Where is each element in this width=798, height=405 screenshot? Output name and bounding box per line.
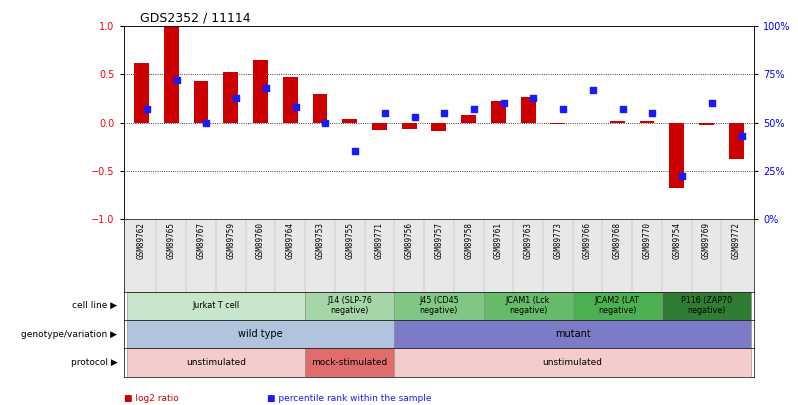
- Bar: [573, 292, 662, 320]
- Text: GSM89759: GSM89759: [227, 222, 235, 259]
- Text: GSM89766: GSM89766: [583, 222, 592, 259]
- Text: GSM89771: GSM89771: [375, 222, 384, 259]
- Point: [587, 87, 599, 93]
- Bar: [223, 72, 238, 122]
- Text: GSM89772: GSM89772: [732, 222, 741, 259]
- Bar: [127, 292, 305, 320]
- Text: JCAM2 (LAT
negative): JCAM2 (LAT negative): [595, 296, 640, 315]
- Text: GSM89770: GSM89770: [642, 222, 651, 259]
- Text: GSM89753: GSM89753: [315, 222, 325, 259]
- Text: ■ percentile rank within the sample: ■ percentile rank within the sample: [267, 394, 432, 403]
- Text: protocol ▶: protocol ▶: [71, 358, 117, 367]
- Bar: [729, 122, 744, 159]
- Text: GSM89768: GSM89768: [613, 222, 622, 259]
- Point: [646, 110, 659, 116]
- Point: [200, 119, 213, 126]
- Text: GSM89762: GSM89762: [137, 222, 146, 259]
- Text: GSM89757: GSM89757: [434, 222, 444, 259]
- Bar: [551, 122, 565, 124]
- Bar: [401, 122, 417, 129]
- Bar: [662, 292, 751, 320]
- Text: P116 (ZAP70
negative): P116 (ZAP70 negative): [681, 296, 732, 315]
- Bar: [305, 292, 394, 320]
- Text: wild type: wild type: [238, 329, 282, 339]
- Bar: [640, 121, 654, 122]
- Text: GSM89767: GSM89767: [196, 222, 206, 259]
- Text: cell line ▶: cell line ▶: [73, 301, 117, 310]
- Bar: [394, 348, 751, 377]
- Point: [497, 100, 510, 107]
- Point: [319, 119, 332, 126]
- Bar: [394, 292, 484, 320]
- Text: GDS2352 / 11114: GDS2352 / 11114: [140, 11, 251, 24]
- Text: GSM89773: GSM89773: [553, 222, 563, 259]
- Bar: [127, 320, 394, 348]
- Point: [557, 106, 570, 112]
- Text: ■ log2 ratio: ■ log2 ratio: [124, 394, 179, 403]
- Text: GSM89763: GSM89763: [523, 222, 532, 259]
- Text: GSM89769: GSM89769: [702, 222, 711, 259]
- Point: [616, 106, 629, 112]
- Point: [468, 106, 480, 112]
- Text: GSM89758: GSM89758: [464, 222, 473, 259]
- Bar: [127, 348, 305, 377]
- Point: [170, 77, 183, 83]
- Bar: [342, 119, 358, 122]
- Bar: [484, 292, 573, 320]
- Text: GSM89765: GSM89765: [167, 222, 176, 259]
- Text: genotype/variation ▶: genotype/variation ▶: [22, 330, 117, 339]
- Bar: [610, 121, 625, 122]
- Text: GSM89760: GSM89760: [256, 222, 265, 259]
- Point: [349, 148, 361, 155]
- Point: [259, 85, 272, 91]
- Point: [408, 113, 421, 120]
- Text: unstimulated: unstimulated: [543, 358, 602, 367]
- Text: mutant: mutant: [555, 329, 591, 339]
- Text: J45 (CD45
negative): J45 (CD45 negative): [419, 296, 459, 315]
- Text: J14 (SLP-76
negative): J14 (SLP-76 negative): [327, 296, 372, 315]
- Point: [438, 110, 451, 116]
- Bar: [134, 63, 149, 122]
- Bar: [313, 94, 327, 122]
- Point: [140, 106, 153, 112]
- Text: JCAM1 (Lck
negative): JCAM1 (Lck negative): [506, 296, 551, 315]
- Text: GSM89761: GSM89761: [494, 222, 503, 259]
- Text: GSM89756: GSM89756: [405, 222, 413, 259]
- Text: unstimulated: unstimulated: [186, 358, 246, 367]
- Text: GSM89754: GSM89754: [672, 222, 681, 259]
- Point: [527, 94, 539, 101]
- Bar: [520, 96, 535, 122]
- Bar: [305, 348, 394, 377]
- Bar: [394, 320, 751, 348]
- Bar: [461, 115, 476, 122]
- Text: GSM89764: GSM89764: [286, 222, 294, 259]
- Point: [289, 104, 302, 111]
- Bar: [432, 122, 446, 131]
- Text: Jurkat T cell: Jurkat T cell: [192, 301, 239, 310]
- Bar: [253, 60, 268, 122]
- Point: [378, 110, 391, 116]
- Point: [705, 100, 718, 107]
- Point: [230, 94, 243, 101]
- Bar: [164, 26, 179, 122]
- Bar: [699, 122, 714, 126]
- Bar: [282, 77, 298, 122]
- Bar: [670, 122, 684, 188]
- Point: [676, 173, 689, 180]
- Bar: [194, 81, 208, 122]
- Text: mock-stimulated: mock-stimulated: [311, 358, 388, 367]
- Text: GSM89755: GSM89755: [346, 222, 354, 259]
- Bar: [491, 101, 506, 122]
- Bar: [372, 122, 387, 130]
- Point: [735, 133, 748, 139]
